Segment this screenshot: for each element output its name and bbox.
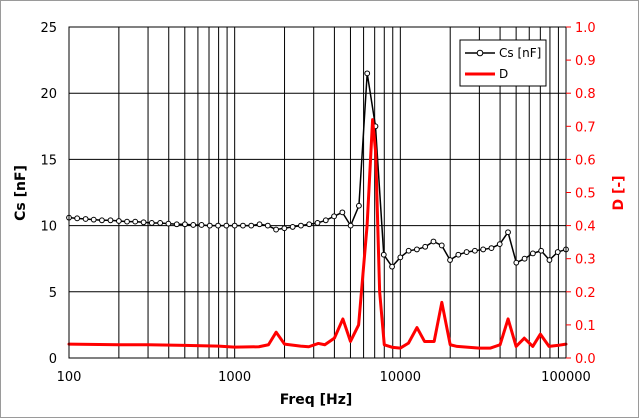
- cs-data-point: [115, 218, 122, 224]
- cs-data-point: [74, 215, 81, 222]
- y-right-tick-label: 0.1: [575, 319, 596, 334]
- cs-data-point: [165, 220, 172, 227]
- cs-data-point: [306, 221, 313, 228]
- cs-data-point: [480, 246, 487, 253]
- cs-data-point: [347, 222, 354, 229]
- cs-data-point: [314, 220, 321, 226]
- y-right-tick-label: 0.4: [575, 220, 596, 235]
- legend-cs-marker: [476, 49, 484, 57]
- cs-data-point: [173, 221, 180, 228]
- y-left-tick-label: 15: [40, 153, 57, 168]
- cs-data-point: [546, 257, 553, 263]
- cs-data-point: [264, 222, 271, 229]
- cs-data-point: [430, 238, 437, 245]
- cs-data-point: [99, 217, 105, 224]
- cs-data-point: [529, 250, 536, 257]
- y-right-tick-label: 0.2: [575, 286, 596, 301]
- cs-data-point: [281, 225, 288, 232]
- cs-data-point: [488, 245, 495, 252]
- cs-data-point: [198, 222, 205, 228]
- y-right-tick-label: 0.0: [575, 352, 596, 367]
- x-tick-label: 1000: [218, 370, 251, 385]
- y-left-tick-label: 0: [49, 352, 57, 367]
- cs-data-point: [455, 251, 462, 258]
- y-right-tick-label: 0.7: [575, 120, 596, 135]
- cs-data-point: [132, 218, 139, 225]
- cs-data-point: [513, 259, 520, 266]
- cs-data-point: [248, 222, 255, 229]
- y-left-tick-label: 10: [40, 220, 57, 235]
- y-right-tick-label: 1.0: [575, 21, 596, 36]
- y-axis-right-title: D [-]: [611, 175, 627, 210]
- cs-data-point: [157, 220, 164, 226]
- x-tick-label: 100: [57, 370, 82, 385]
- cs-data-point: [438, 242, 445, 249]
- series-line-cs: [68, 72, 567, 268]
- cs-data-point: [380, 251, 387, 258]
- cs-data-point: [538, 247, 545, 254]
- y-left-tick-label: 25: [40, 21, 57, 36]
- cs-data-point: [413, 246, 420, 253]
- cs-data-point: [90, 216, 97, 223]
- legend-d-label: D: [499, 67, 508, 81]
- y-right-tick-label: 0.9: [575, 54, 596, 69]
- cs-data-point: [107, 217, 114, 224]
- cs-data-point: [223, 222, 230, 229]
- cs-data-point: [206, 222, 213, 229]
- y-right-tick-label: 0.6: [575, 153, 596, 168]
- y-right-tick-label: 0.3: [575, 253, 596, 268]
- cs-data-point: [405, 247, 412, 254]
- cs-data-point: [505, 229, 511, 236]
- legend-box: [459, 39, 547, 87]
- cs-data-point: [339, 209, 346, 216]
- cs-data-point: [231, 222, 238, 229]
- series-layer: [66, 70, 569, 350]
- cs-data-point: [496, 241, 503, 248]
- cs-data-point: [331, 213, 337, 220]
- legend-cs-label: Cs [nF]: [499, 46, 541, 60]
- y-right-tick-label: 0.5: [575, 187, 596, 202]
- cs-data-point: [148, 220, 155, 226]
- cs-data-point: [240, 222, 246, 229]
- y-right-tick-label: 0.8: [575, 87, 596, 102]
- y-left-tick-label: 20: [40, 87, 57, 102]
- series-line-d: [67, 118, 568, 350]
- cs-data-point: [215, 222, 221, 229]
- cs-data-point: [447, 257, 453, 263]
- cs-data-point: [124, 218, 130, 225]
- y-left-tick-label: 5: [49, 286, 57, 301]
- y-axis-left-title: Cs [nF]: [13, 165, 29, 221]
- cs-data-point: [471, 247, 478, 254]
- cs-data-point: [256, 221, 263, 228]
- cs-data-point: [289, 224, 296, 230]
- cs-data-point: [298, 222, 304, 229]
- cs-data-point: [273, 226, 279, 233]
- cs-data-point: [463, 249, 470, 255]
- cs-data-point: [190, 222, 197, 228]
- cs-data-point: [521, 255, 528, 262]
- cs-data-point: [82, 216, 89, 222]
- cs-data-point: [422, 243, 429, 250]
- cs-data-point: [389, 263, 395, 270]
- x-axis-title: Freq [Hz]: [280, 392, 353, 408]
- cs-data-point: [364, 70, 371, 77]
- tick-label-layer: 100 1000 10000 100000 0 5 10 15 20 25 0.0 0.1 0.2 0.3…: [40, 21, 595, 385]
- x-tick-label: 100000: [541, 370, 591, 385]
- cs-data-point: [356, 202, 362, 209]
- x-tick-label: 10000: [380, 370, 421, 385]
- cs-data-point: [397, 254, 404, 261]
- grid-layer: [69, 27, 566, 358]
- legend: Cs [nF] D: [459, 39, 547, 87]
- cs-data-point: [322, 217, 329, 224]
- cs-data-point: [140, 219, 147, 226]
- cs-data-point: [182, 221, 188, 228]
- cs-data-point: [554, 249, 561, 255]
